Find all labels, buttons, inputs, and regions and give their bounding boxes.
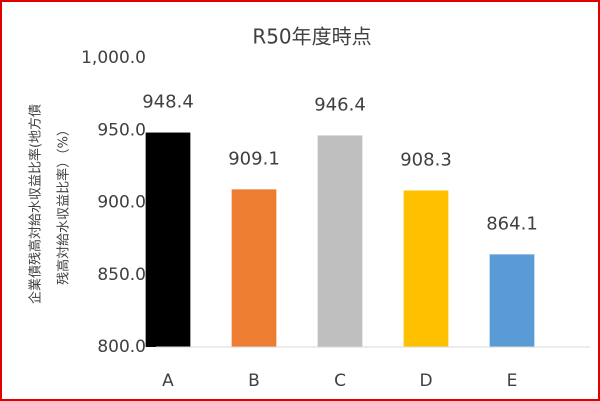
data-label: 908.3 xyxy=(400,150,452,171)
x-tick-label: E xyxy=(507,371,518,391)
data-label: 864.1 xyxy=(486,213,538,234)
data-label: 948.4 xyxy=(142,92,194,113)
bar xyxy=(403,190,449,347)
chart-title: R50年度時点 xyxy=(252,25,371,49)
bar xyxy=(145,132,191,347)
bar xyxy=(231,189,277,347)
x-tick-label: C xyxy=(334,371,346,391)
data-label: 946.4 xyxy=(314,94,366,115)
x-tick-label: A xyxy=(162,371,174,391)
data-label: 909.1 xyxy=(228,148,280,169)
y-tick-label: 950.0 xyxy=(97,120,146,140)
y-axis-label: 残高対給水収益比率）（%） xyxy=(56,123,72,285)
y-tick-label: 850.0 xyxy=(97,265,146,285)
x-tick-label: D xyxy=(419,371,432,391)
bar xyxy=(317,135,363,347)
x-tick-label: B xyxy=(248,371,260,391)
bar xyxy=(489,254,535,347)
y-tick-label: 800.0 xyxy=(97,337,146,357)
y-tick-label: 900.0 xyxy=(97,193,146,213)
y-axis-label: 企業債残高対給水収益比率(地方債 xyxy=(28,104,44,304)
y-tick-label: 1,000.0 xyxy=(81,48,146,68)
